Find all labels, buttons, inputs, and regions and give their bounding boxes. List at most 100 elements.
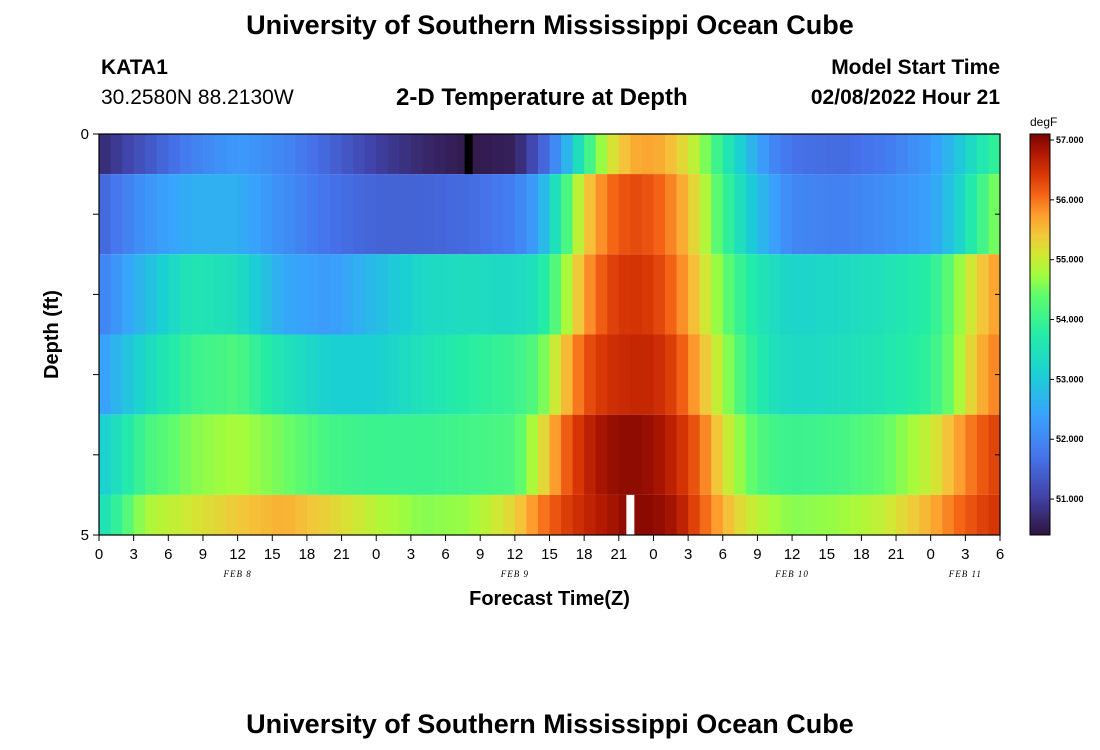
heat-cell-layer4-h40 (561, 414, 574, 495)
heat-cell-layer3-h63 (826, 334, 839, 415)
heat-cell-layer3-h0 (99, 334, 112, 415)
heat-cell-layer5-h49 (665, 494, 678, 535)
heat-cell-layer1-h63 (826, 174, 839, 255)
heat-cell-layer5-h20 (330, 494, 343, 535)
heat-cell-layer4-h39 (549, 414, 562, 495)
heat-cell-layer2-h71 (919, 254, 932, 335)
heat-cell-layer3-h2 (122, 334, 135, 415)
heat-cell-layer2-h76 (976, 254, 990, 335)
heat-cell-layer2-h32 (468, 254, 481, 335)
heat-cell-layer4-h74 (953, 414, 966, 495)
heat-cell-layer1-h44 (607, 174, 620, 255)
heat-cell-layer1-h18 (306, 174, 320, 255)
heat-cell-layer2-h18 (306, 254, 320, 335)
heat-cell-layer3-h4 (145, 334, 158, 415)
heat-cell-layer5-h42 (584, 494, 597, 535)
heat-cell-layer2-h27 (410, 254, 424, 335)
heat-cell-layer0-h43 (595, 134, 608, 175)
heat-cell-layer0-h62 (815, 134, 828, 175)
heat-cell-layer1-h24 (376, 174, 389, 255)
heat-cell-layer5-h12 (237, 494, 250, 535)
heat-cell-layer3-h16 (283, 334, 296, 415)
x-tick-label-9: 3 (407, 546, 415, 563)
heat-cell-layer1-h10 (214, 174, 227, 255)
heat-cell-layer3-h53 (711, 334, 724, 415)
heat-cell-layer1-h6 (168, 174, 181, 255)
heat-cell-layer1-h74 (953, 174, 966, 255)
heat-cell-layer3-h68 (884, 334, 897, 415)
heat-cell-layer4-h70 (907, 414, 920, 495)
heat-cell-layer1-h4 (145, 174, 158, 255)
heat-cell-layer4-h64 (838, 414, 851, 495)
colorbar-tick-label-2: 53.000 (1056, 374, 1084, 384)
heat-cell-layer0-h63 (826, 134, 839, 175)
heat-cell-layer4-h27 (410, 414, 424, 495)
heat-cell-layer0-h48 (653, 134, 666, 175)
heat-cell-layer1-h54 (722, 174, 735, 255)
heat-cell-layer3-h60 (792, 334, 805, 415)
heat-cell-layer0-h4 (145, 134, 158, 175)
heat-cell-layer3-h41 (572, 334, 585, 415)
heat-cell-layer5-h17 (295, 494, 308, 535)
heat-cell-layer0-h40 (561, 134, 574, 175)
heat-cell-layer3-h29 (433, 334, 447, 415)
heat-cell-layer2-h41 (572, 254, 585, 335)
heat-cell-layer0-h23 (364, 134, 377, 175)
heat-cell-layer3-h52 (699, 334, 712, 415)
heat-cell-layer2-h61 (803, 254, 816, 335)
heat-cell-layer3-h62 (815, 334, 828, 415)
heat-cell-layer2-h72 (930, 254, 943, 335)
heat-cell-layer1-h9 (202, 174, 216, 255)
heat-cell-layer2-h45 (618, 254, 631, 335)
heat-cell-layer0-h67 (872, 134, 886, 175)
heat-cell-layer0-h28 (422, 134, 435, 175)
heat-cell-layer2-h5 (156, 254, 169, 335)
heat-cell-layer5-h14 (260, 494, 273, 535)
heat-cell-layer2-h12 (237, 254, 250, 335)
model-start-date: 02/08/2022 Hour 21 (810, 86, 1000, 109)
page-title: University of Southern Mississippi Ocean… (246, 10, 854, 40)
heat-cell-layer0-h34 (491, 134, 504, 175)
heat-cell-layer0-h5 (156, 134, 169, 175)
heat-cell-layer1-h58 (768, 174, 782, 255)
heat-cell-layer0-h8 (191, 134, 204, 175)
heat-cell-layer3-h18 (306, 334, 320, 415)
heat-cell-layer4-h54 (722, 414, 735, 495)
heat-cell-layer3-h9 (202, 334, 216, 415)
x-tick-label-20: 12 (784, 546, 801, 563)
heat-cell-layer4-h77 (988, 414, 1001, 495)
heat-cell-layer0-h44 (607, 134, 620, 175)
heat-cell-layer2-h17 (295, 254, 308, 335)
heat-cell-layer3-h3 (133, 334, 146, 415)
heat-cell-layer3-h48 (653, 334, 666, 415)
heat-cell-layer5-h21 (341, 494, 354, 535)
x-axis-label: Forecast Time(Z) (469, 588, 630, 610)
heat-cell-layer3-h23 (364, 334, 377, 415)
heat-cell-layer2-h74 (953, 254, 966, 335)
heat-cell-layer1-h48 (653, 174, 666, 255)
heat-cell-layer0-h0 (99, 134, 112, 175)
x-tick-label-1: 3 (129, 546, 137, 563)
heat-cell-layer2-h44 (607, 254, 620, 335)
heat-cell-layer3-h71 (919, 334, 932, 415)
heat-cell-layer4-h48 (653, 414, 666, 495)
heat-cell-layer3-h19 (318, 334, 331, 415)
heat-cell-layer0-h77 (988, 134, 1001, 175)
heat-cell-layer2-h23 (364, 254, 377, 335)
heat-cell-layer2-h39 (549, 254, 562, 335)
heat-cell-layer0-h46 (630, 134, 643, 175)
data-markers (464, 134, 635, 535)
heat-cell-layer0-h70 (907, 134, 920, 175)
heat-cell-layer5-h25 (387, 494, 400, 535)
heat-cell-layer2-h8 (191, 254, 204, 335)
heat-cell-layer1-h56 (745, 174, 759, 255)
heat-cell-layer3-h11 (226, 334, 239, 415)
heat-cell-layer3-h38 (537, 334, 551, 415)
heat-cell-layer0-h15 (272, 134, 285, 175)
heat-cell-layer4-h45 (618, 414, 631, 495)
heat-cell-layer5-h67 (872, 494, 886, 535)
heat-cell-layer3-h30 (445, 334, 458, 415)
heat-cell-layer3-h34 (491, 334, 504, 415)
heat-cell-layer1-h59 (780, 174, 793, 255)
